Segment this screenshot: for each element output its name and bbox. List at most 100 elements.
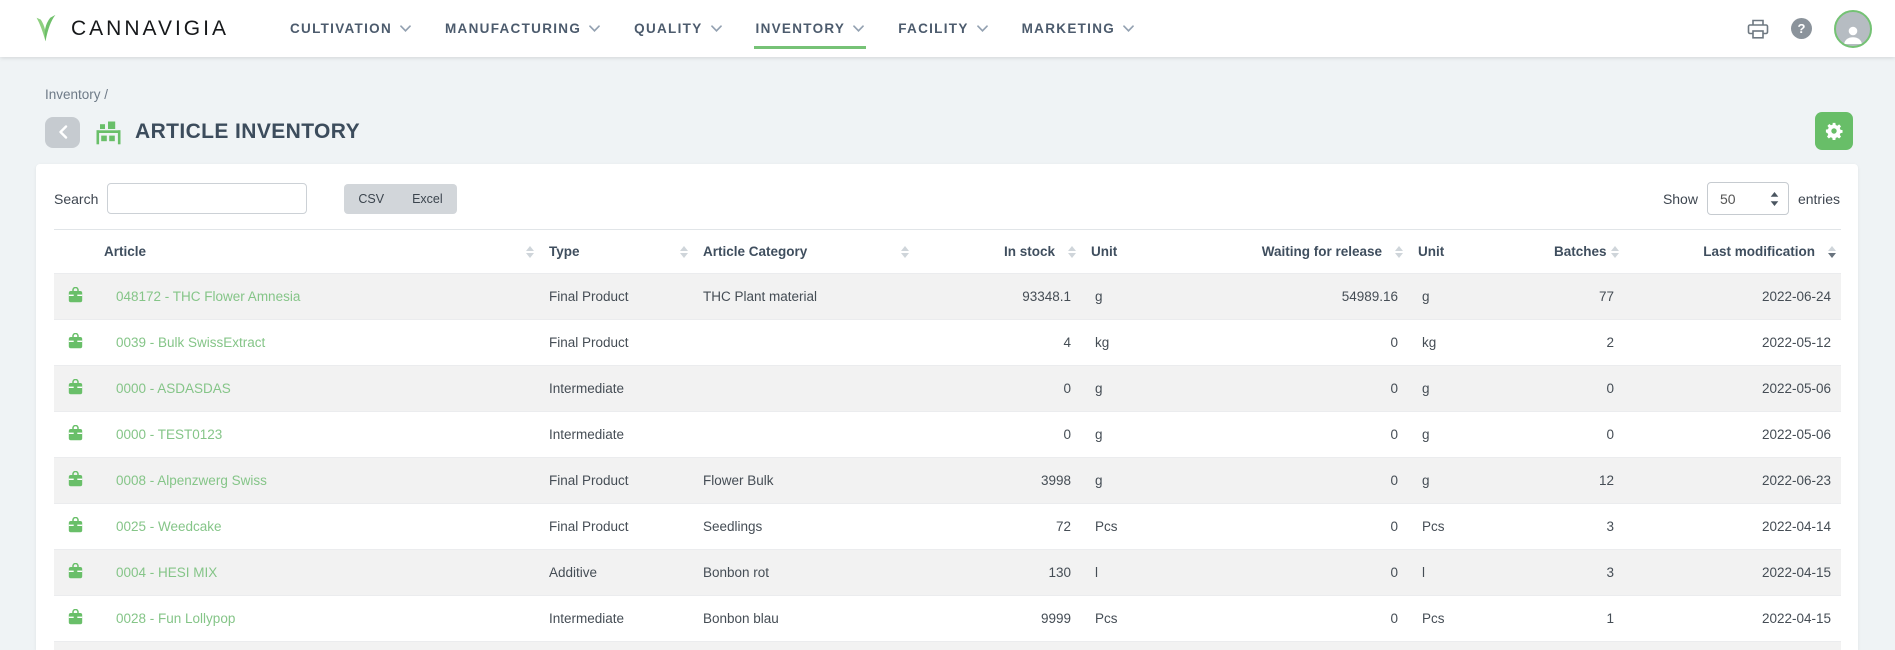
category-cell [693, 366, 914, 412]
type-cell: Additive [549, 565, 598, 580]
article-cell: 0028 - Fun Lollypop [94, 596, 539, 642]
article-link[interactable]: 048172 - THC Flower Amnesia [116, 289, 301, 304]
brand-logo[interactable]: CANNAVIGIA [30, 13, 229, 45]
nav-item-label: QUALITY [634, 21, 703, 36]
unit-cell: Pcs [1095, 519, 1118, 534]
nav-item-quality[interactable]: QUALITY [634, 0, 722, 57]
gear-icon [1825, 122, 1843, 140]
table-row: 0028 - Fun Lollypop Intermediate Bonbon bl… [54, 595, 1841, 642]
unit-cell: g [1095, 473, 1103, 488]
unit-cell: kg [1422, 335, 1437, 350]
chevron-down-icon [1123, 25, 1134, 32]
export-button-group: CSV Excel [344, 183, 457, 214]
category-cell: Bonbon rot [703, 565, 770, 580]
article-bag-icon [68, 332, 83, 349]
nav-item-facility[interactable]: FACILITY [898, 0, 988, 57]
page-header: ARTICLE INVENTORY [45, 112, 1895, 152]
column-label: Unit [1091, 244, 1118, 259]
column-header-unit: Unit [1081, 229, 1214, 274]
chevron-down-icon [400, 25, 411, 32]
settings-button[interactable] [1815, 112, 1853, 150]
column-header-batches[interactable]: Batches [1544, 229, 1624, 274]
column-header-waiting-for-release[interactable]: Waiting for release [1214, 229, 1408, 274]
type-cell: Final Product [549, 519, 629, 534]
column-header-type[interactable]: Type [539, 229, 693, 274]
topbar-actions: ? [1747, 9, 1872, 48]
table-row: 0008 - Alpenzwerg Swiss Final Product Flow… [54, 457, 1841, 504]
page-length-value: 50 [1719, 190, 1736, 207]
unit-cell: g [1422, 473, 1430, 488]
sort-icon [680, 245, 688, 258]
table-row-partial [54, 641, 1841, 650]
nav-item-marketing[interactable]: MARKETING [1022, 0, 1134, 57]
category-cell: Flower Bulk [703, 473, 774, 488]
article-link[interactable]: 0025 - Weedcake [116, 519, 222, 534]
unit-cell: g [1422, 289, 1430, 304]
nav-item-label: FACILITY [898, 21, 969, 36]
last-modification-cell: 2022-06-23 [1761, 473, 1831, 488]
page-length-select[interactable]: 50 [1706, 182, 1789, 215]
last-modification-cell: 2022-06-24 [1761, 289, 1831, 304]
category-cell: THC Plant material [703, 289, 818, 304]
nav-item-manufacturing[interactable]: MANUFACTURING [445, 0, 601, 57]
unit-cell: l [1422, 565, 1425, 580]
article-cell: 0000 - TEST0123 [94, 412, 539, 458]
nav-item-label: CULTIVATION [289, 21, 393, 36]
search-input[interactable] [107, 183, 308, 214]
nav-item-inventory[interactable]: INVENTORY [753, 0, 866, 57]
table-row: 0000 - ASDASDAS Intermediate 0 g 0 g 0 2022-05-… [54, 365, 1841, 412]
sort-icon [526, 245, 534, 258]
article-cell: 0004 - HESI MIX [94, 550, 539, 596]
table-toolbar: Search CSV Excel Show 50 entries [54, 182, 1840, 215]
table-row: 048172 - THC Flower Amnesia Final Product… [54, 273, 1841, 320]
nav-item-label: INVENTORY [755, 21, 846, 36]
page-length-control: Show 50 entries [1663, 182, 1840, 215]
breadcrumb[interactable]: Inventory / [45, 87, 109, 102]
inventory-rack-icon [95, 120, 122, 145]
export-excel-button[interactable]: Excel [398, 184, 457, 214]
batches-cell: 3 [1606, 519, 1614, 534]
type-cell: Intermediate [549, 611, 625, 626]
in-stock-cell: 9999 [1040, 611, 1071, 626]
article-link[interactable]: 0028 - Fun Lollypop [116, 611, 236, 626]
in-stock-cell: 4 [1063, 335, 1071, 350]
nav-item-cultivation[interactable]: CULTIVATION [290, 0, 411, 57]
column-header-last-modification[interactable]: Last modification [1624, 229, 1841, 274]
in-stock-cell: 72 [1055, 519, 1071, 534]
column-header-article-category[interactable]: Article Category [693, 229, 914, 274]
person-icon [1844, 26, 1862, 44]
article-link[interactable]: 0004 - HESI MIX [116, 565, 218, 580]
waiting-for-release-cell: 54989.16 [1341, 289, 1398, 304]
article-link[interactable]: 0000 - ASDASDAS [116, 381, 231, 396]
export-csv-button[interactable]: CSV [344, 184, 398, 214]
article-icon-cell [54, 596, 94, 642]
printer-icon[interactable] [1747, 19, 1769, 39]
leaf-icon [30, 13, 62, 45]
category-cell [693, 412, 914, 458]
user-avatar[interactable] [1834, 9, 1872, 48]
article-bag-icon [68, 608, 83, 625]
unit-cell: Pcs [1422, 519, 1445, 534]
column-header-in-stock[interactable]: In stock [914, 229, 1081, 274]
unit-cell: g [1095, 381, 1103, 396]
type-cell: Intermediate [549, 427, 625, 442]
article-link[interactable]: 0000 - TEST0123 [116, 427, 223, 442]
last-modification-cell: 2022-04-15 [1761, 611, 1831, 626]
article-link[interactable]: 0039 - Bulk SwissExtract [116, 335, 266, 350]
batches-cell: 1 [1606, 611, 1614, 626]
in-stock-cell: 0 [1063, 427, 1071, 442]
column-header-article[interactable]: Article [94, 229, 539, 274]
article-cell: 0000 - ASDASDAS [94, 366, 539, 412]
help-icon[interactable]: ? [1791, 18, 1812, 39]
waiting-for-release-cell: 0 [1390, 381, 1398, 396]
waiting-for-release-cell: 0 [1390, 335, 1398, 350]
type-cell: Final Product [549, 335, 629, 350]
column-label: In stock [1003, 244, 1055, 259]
table-row: 0025 - Weedcake Final Product Seedlings 72 P… [54, 503, 1841, 550]
brand-name: CANNAVIGIA [71, 16, 229, 40]
back-button[interactable] [45, 116, 80, 148]
article-link[interactable]: 0008 - Alpenzwerg Swiss [116, 473, 267, 488]
waiting-for-release-cell: 0 [1390, 473, 1398, 488]
last-modification-cell: 2022-04-15 [1761, 565, 1831, 580]
table-row: 0039 - Bulk SwissExtract Final Product 4 kg… [54, 319, 1841, 366]
